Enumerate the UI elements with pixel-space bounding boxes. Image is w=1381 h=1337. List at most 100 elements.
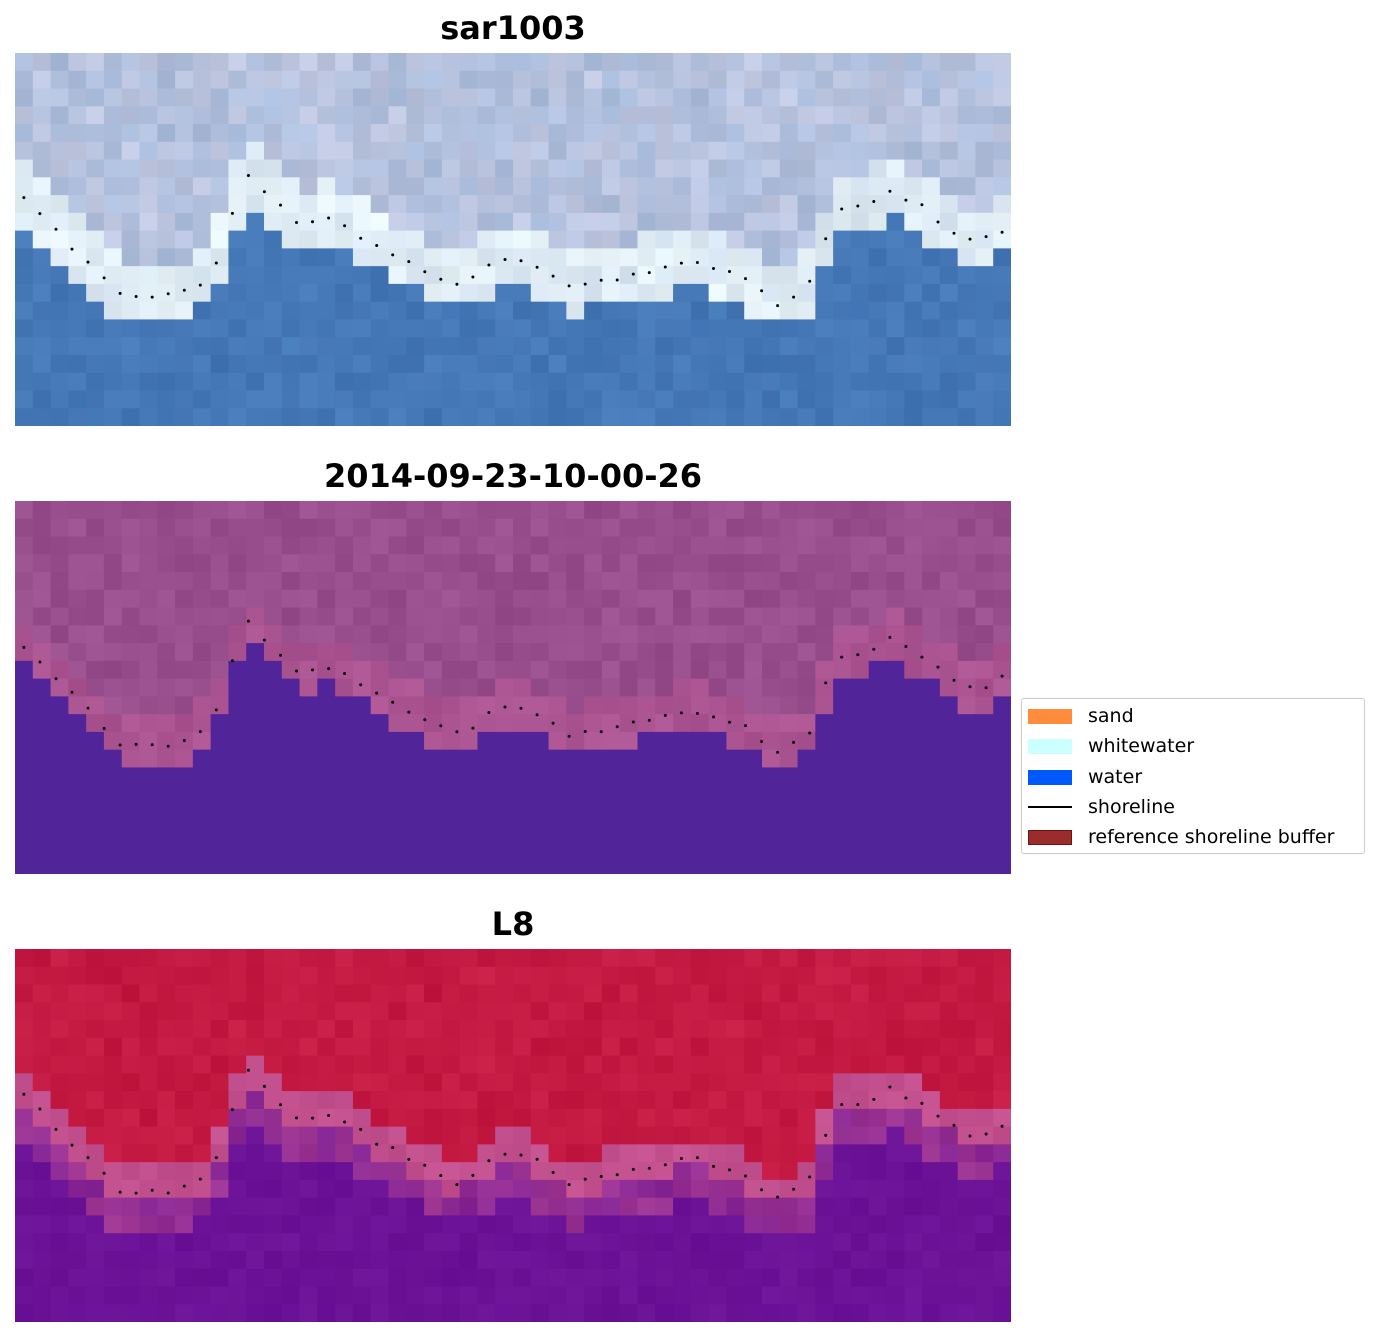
class-pixel <box>15 820 34 840</box>
index-pixel <box>103 1108 123 1128</box>
class-pixel <box>210 536 230 555</box>
rgb-pixel <box>673 390 692 409</box>
class-pixel <box>868 607 888 626</box>
rgb-pixel <box>352 177 372 196</box>
rgb-pixel <box>15 266 34 285</box>
shoreline-dot <box>439 724 443 728</box>
index-pixel <box>797 1179 816 1199</box>
index-pixel <box>32 1179 52 1199</box>
class-pixel <box>548 820 567 840</box>
class-pixel <box>673 696 692 715</box>
rgb-pixel <box>655 159 674 178</box>
index-pixel <box>548 1055 567 1074</box>
rgb-pixel <box>15 195 34 214</box>
shoreline-dot <box>38 1107 42 1111</box>
index-pixel <box>815 1020 834 1039</box>
class-pixel <box>566 643 585 662</box>
shoreline-dot <box>984 1132 988 1136</box>
class-pixel <box>175 696 194 715</box>
rgb-pixel <box>530 372 550 392</box>
index-pixel <box>68 1250 87 1270</box>
index-pixel <box>797 1215 816 1234</box>
class-pixel <box>690 802 710 822</box>
rgb-pixel <box>886 230 905 249</box>
shoreline-dot <box>728 720 731 724</box>
index-pixel <box>637 1037 656 1057</box>
rgb-pixel <box>637 266 656 285</box>
shoreline-dot <box>744 724 747 728</box>
rgb-pixel <box>939 301 959 321</box>
rgb-pixel <box>228 70 247 90</box>
index-pixel <box>441 1020 461 1039</box>
index-pixel <box>548 1091 567 1110</box>
index-pixel <box>68 1304 87 1322</box>
rgb-pixel <box>566 390 585 409</box>
rgb-pixel <box>548 301 567 321</box>
rgb-pixel <box>335 53 354 72</box>
class-pixel <box>477 696 496 715</box>
index-pixel <box>441 1215 461 1234</box>
rgb-pixel <box>139 195 158 214</box>
rgb-pixel <box>139 266 158 285</box>
rgb-pixel <box>584 319 603 338</box>
rgb-pixel <box>406 408 425 426</box>
class-pixel <box>922 607 941 626</box>
index-pixel <box>850 1020 870 1039</box>
class-pixel <box>139 696 158 715</box>
index-pixel <box>673 1286 692 1305</box>
rgb-pixel <box>939 106 959 125</box>
class-pixel <box>655 785 674 804</box>
rgb-pixel <box>726 177 745 196</box>
class-pixel <box>744 625 763 644</box>
index-pixel <box>103 1055 123 1074</box>
class-pixel <box>868 714 888 733</box>
class-pixel <box>121 643 141 662</box>
rgb-pixel <box>317 159 336 178</box>
index-pixel <box>850 1091 870 1110</box>
rgb-pixel <box>352 88 372 107</box>
class-pixel <box>246 518 265 538</box>
index-pixel <box>797 1002 816 1021</box>
index-pixel <box>121 966 141 986</box>
index-pixel <box>352 1304 372 1322</box>
class-pixel <box>388 820 407 840</box>
index-pixel <box>922 1250 941 1270</box>
rgb-pixel <box>922 212 941 232</box>
index-pixel <box>370 1250 390 1270</box>
rgb-pixel <box>850 212 870 232</box>
class-pixel <box>86 625 105 644</box>
class-pixel <box>370 607 390 626</box>
rgb-pixel <box>939 230 959 249</box>
class-pixel <box>335 536 354 555</box>
index-pixel <box>833 1126 852 1145</box>
rgb-pixel <box>868 177 888 196</box>
rgb-pixel <box>352 141 372 161</box>
index-pixel <box>335 1055 354 1074</box>
class-pixel <box>904 518 923 538</box>
class-pixel <box>993 714 1011 733</box>
class-pixel <box>495 767 514 786</box>
index-pixel <box>833 1250 852 1270</box>
class-pixel <box>762 572 781 591</box>
class-pixel <box>655 589 674 609</box>
class-pixel <box>459 607 479 626</box>
index-pixel <box>388 966 407 986</box>
index-pixel <box>868 966 888 986</box>
class-pixel <box>850 731 870 751</box>
index-pixel <box>939 1091 959 1110</box>
index-pixel <box>139 949 158 968</box>
rgb-pixel <box>15 53 34 72</box>
rgb-pixel <box>566 283 585 303</box>
index-pixel <box>192 984 212 1003</box>
rgb-pixel <box>993 319 1011 338</box>
class-pixel <box>922 518 941 538</box>
index-pixel <box>477 1144 496 1163</box>
index-pixel <box>797 1286 816 1305</box>
class-pixel <box>50 696 69 715</box>
rgb-pixel <box>246 159 265 178</box>
index-pixel <box>352 1037 372 1057</box>
rgb-pixel <box>868 354 888 374</box>
rgb-pixel <box>673 266 692 285</box>
class-pixel <box>370 767 390 786</box>
rgb-pixel <box>228 301 247 321</box>
